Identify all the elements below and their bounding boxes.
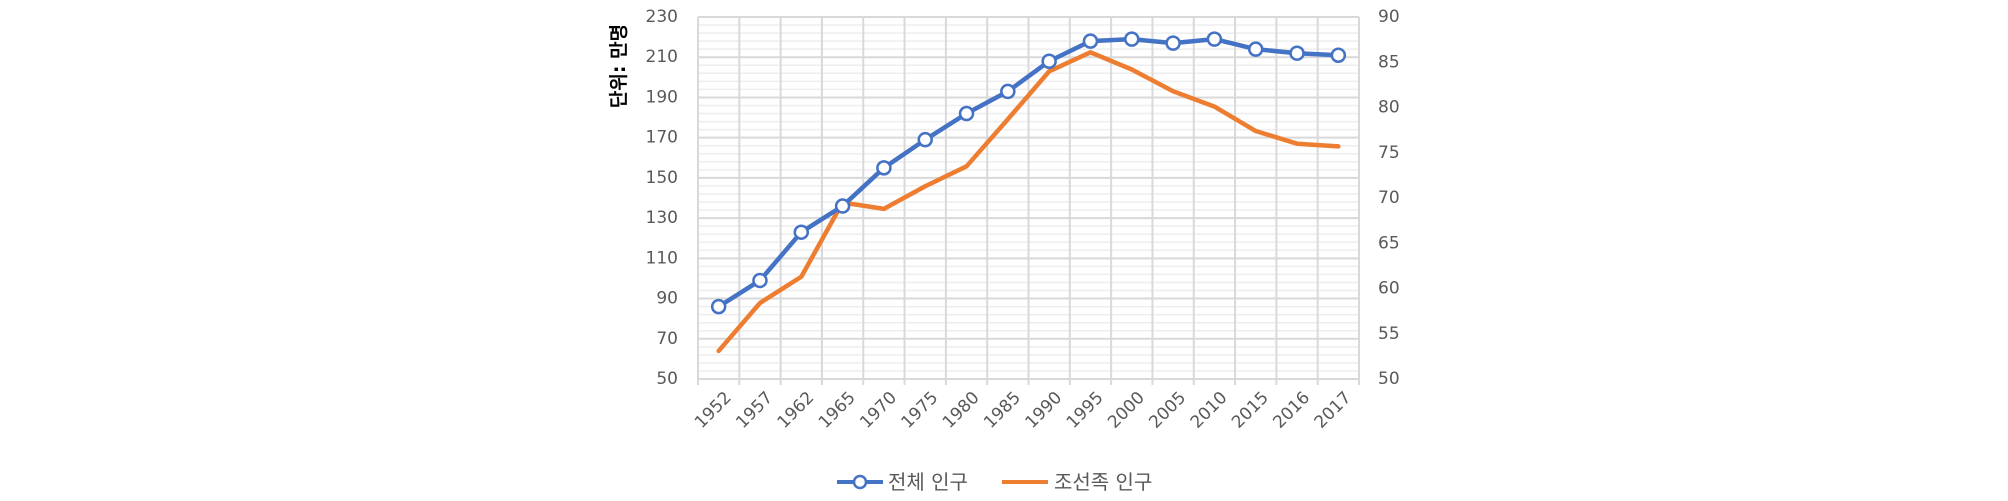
right-y-tick-label: 75 [1378,143,1400,163]
data-point-marker[interactable] [793,224,810,240]
x-tick-label: 1980 [939,388,984,433]
y-axis-title: 단위: 만명 [608,24,630,108]
data-point-marker[interactable] [710,298,727,315]
series-layer [710,31,1347,354]
x-tick-label: 1952 [691,388,736,433]
x-tick-label: 2017 [1311,388,1356,433]
legend: 전체 인구 조선족 인구 [837,470,1152,494]
x-axis: 1952195719621965197019751980198519901995… [691,388,1355,433]
left-y-tick-label: 210 [646,47,678,67]
left-y-tick-label: 50 [656,369,678,389]
data-point-marker[interactable] [1330,47,1347,63]
x-tick-label: 2015 [1228,388,1273,433]
x-tick-label: 1990 [1021,388,1066,433]
right-y-tick-label: 50 [1378,369,1400,389]
legend-item-korean-chinese-population[interactable]: 조선족 인구 [1002,470,1152,494]
data-point-marker[interactable] [1124,31,1140,47]
total-population-line [716,36,1341,309]
x-tick-label: 1970 [856,388,901,433]
x-tick-label: 1962 [774,388,819,433]
left-y-tick-label: 190 [646,87,678,107]
x-tick-label: 2010 [1187,388,1232,433]
left-y-tick-label: 130 [646,208,678,228]
legend-item-total-population[interactable]: 전체 인구 [837,470,968,494]
data-point-marker[interactable] [1041,53,1057,69]
data-point-marker[interactable] [834,198,851,214]
right-y-tick-label: 80 [1378,98,1400,118]
x-tick-label: 1975 [898,388,943,433]
right-y-tick-label: 70 [1378,188,1400,208]
left-y-axis: 230 210 190 170 150 130 110 90 70 50 [646,7,678,389]
data-point-marker[interactable] [1165,35,1181,51]
right-y-tick-label: 60 [1378,279,1400,299]
right-y-tick-label: 85 [1378,52,1400,72]
left-y-tick-label: 110 [646,248,678,268]
x-tick-label: 1965 [815,388,860,433]
legend-label: 전체 인구 [888,470,968,494]
data-point-marker[interactable] [917,131,933,148]
data-point-marker[interactable] [876,160,892,176]
left-y-tick-label: 90 [656,289,678,309]
x-tick-label: 1957 [732,388,777,433]
right-y-axis: 90 85 80 75 70 65 60 55 50 [1378,7,1400,389]
right-y-tick-label: 90 [1378,7,1400,27]
data-point-marker[interactable] [1082,33,1099,49]
left-y-tick-label: 150 [646,168,678,188]
data-point-marker[interactable] [1247,41,1264,57]
korean-chinese-population-line [716,50,1341,354]
left-y-tick-label: 170 [646,128,678,148]
data-point-marker[interactable] [1289,45,1305,61]
x-tick-label: 2005 [1145,388,1190,433]
right-y-tick-label: 55 [1378,324,1400,344]
data-point-marker[interactable] [958,105,975,122]
right-y-tick-label: 65 [1378,233,1400,253]
data-point-marker[interactable] [752,272,768,289]
legend-label: 조선족 인구 [1054,470,1152,494]
vertical-gridlines [697,17,1360,385]
data-point-marker[interactable] [1000,83,1016,100]
x-tick-label: 2016 [1269,388,1314,433]
x-tick-label: 1995 [1063,388,1108,433]
left-y-tick-label: 70 [656,329,678,349]
left-y-tick-label: 230 [646,7,678,27]
x-tick-label: 2000 [1104,388,1149,433]
legend-marker-circle-icon [852,474,868,490]
x-tick-label: 1985 [980,388,1025,433]
data-point-marker[interactable] [1206,31,1223,47]
